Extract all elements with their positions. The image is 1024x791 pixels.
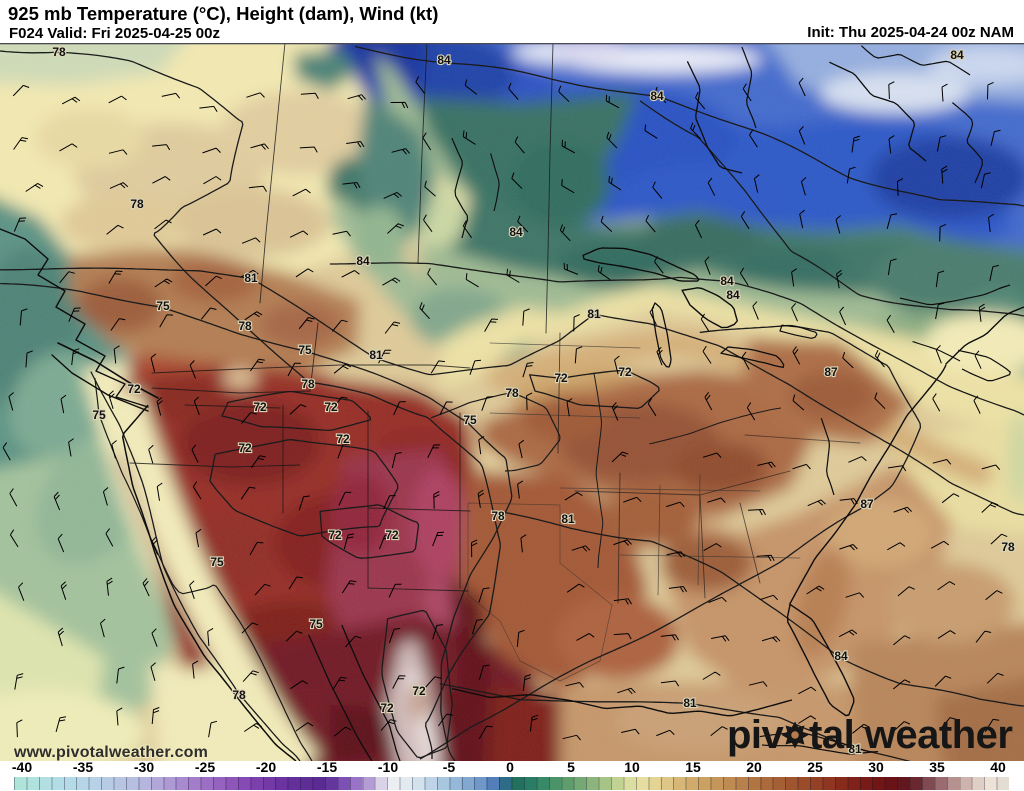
svg-text:72: 72: [324, 400, 338, 414]
svg-text:81: 81: [587, 307, 601, 321]
svg-text:84: 84: [726, 288, 740, 302]
svg-text:75: 75: [463, 413, 477, 427]
svg-text:72: 72: [127, 382, 141, 396]
svg-text:75: 75: [156, 299, 170, 313]
svg-text:84: 84: [356, 254, 370, 268]
svg-text:87: 87: [860, 497, 874, 511]
svg-text:72: 72: [238, 441, 252, 455]
svg-text:72: 72: [253, 400, 267, 414]
svg-text:84: 84: [950, 48, 964, 62]
svg-text:78: 78: [301, 377, 315, 391]
svg-text:84: 84: [437, 53, 451, 67]
svg-text:piv: piv: [727, 713, 785, 757]
svg-text:72: 72: [336, 432, 350, 446]
svg-text:84: 84: [650, 89, 664, 103]
svg-text:84: 84: [834, 649, 848, 663]
svg-text:78: 78: [52, 45, 66, 59]
svg-text:81: 81: [683, 696, 697, 710]
svg-text:72: 72: [554, 371, 568, 385]
svg-text:78: 78: [232, 688, 246, 702]
svg-text:81: 81: [848, 742, 862, 756]
svg-text:81: 81: [244, 271, 258, 285]
svg-text:84: 84: [720, 274, 734, 288]
svg-text:72: 72: [618, 365, 632, 379]
svg-text:81: 81: [561, 512, 575, 526]
svg-text:72: 72: [328, 528, 342, 542]
svg-text:84: 84: [509, 225, 523, 239]
svg-text:78: 78: [505, 386, 519, 400]
svg-text:75: 75: [298, 343, 312, 357]
svg-text:78: 78: [491, 509, 505, 523]
svg-text:72: 72: [380, 701, 394, 715]
svg-text:72: 72: [412, 684, 426, 698]
svg-text:78: 78: [1001, 540, 1015, 554]
svg-text:75: 75: [92, 408, 106, 422]
svg-text:www.pivotalweather.com: www.pivotalweather.com: [13, 744, 208, 761]
svg-text:81: 81: [369, 348, 383, 362]
svg-text:tal weather: tal weather: [809, 713, 1012, 757]
svg-text:78: 78: [238, 319, 252, 333]
svg-text:75: 75: [210, 555, 224, 569]
svg-text:72: 72: [385, 528, 399, 542]
svg-text:87: 87: [824, 365, 838, 379]
svg-text:75: 75: [309, 617, 323, 631]
svg-text:78: 78: [130, 197, 144, 211]
